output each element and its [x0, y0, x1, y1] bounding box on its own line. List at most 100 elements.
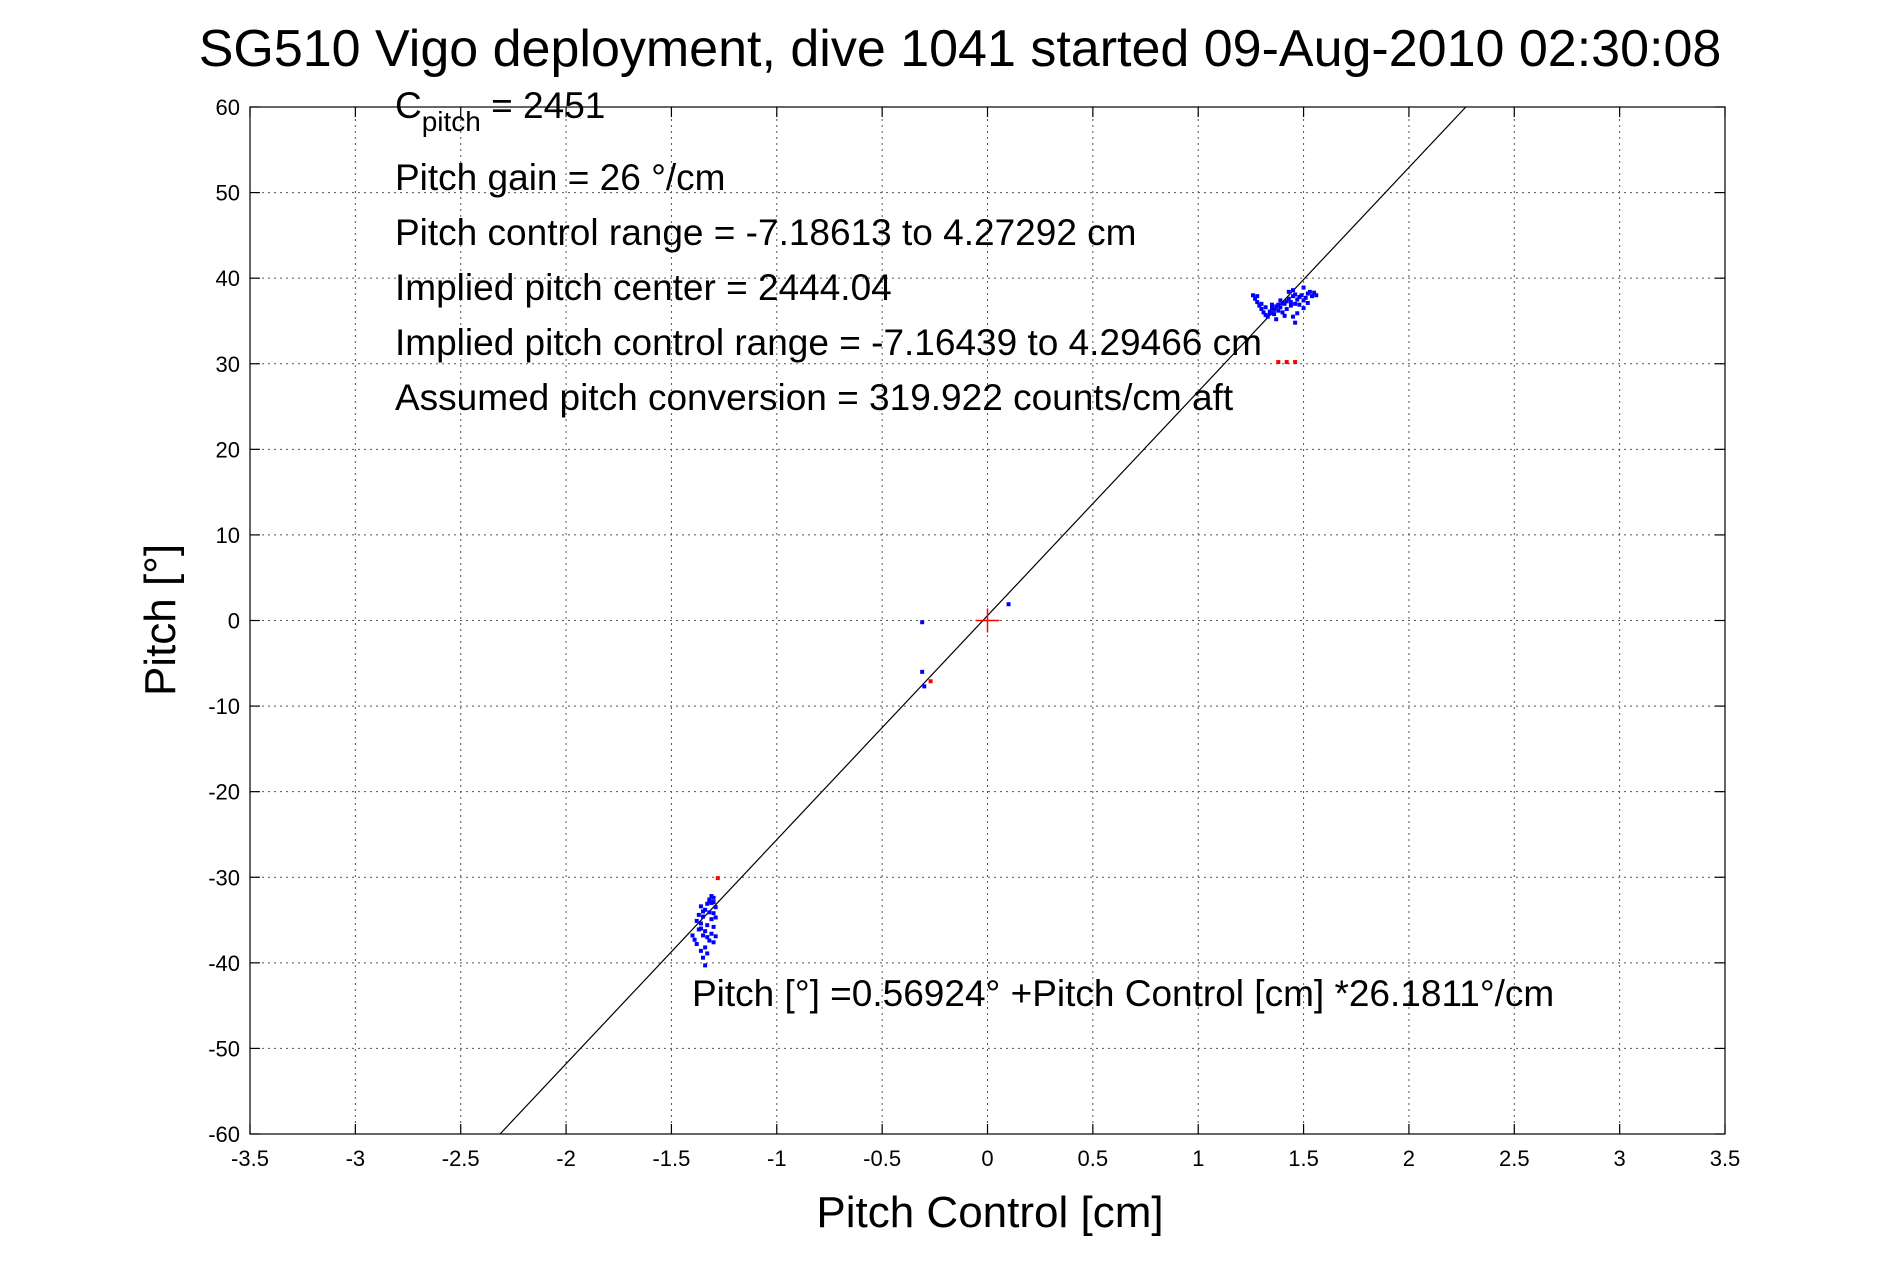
- data-point: [1263, 305, 1268, 310]
- data-point: [1295, 297, 1300, 302]
- data-point: [701, 933, 706, 938]
- data-point: [701, 955, 706, 960]
- data-point: [1284, 299, 1289, 304]
- annotation-implied-range: Implied pitch control range = -7.16439 t…: [395, 322, 1262, 363]
- data-point: [1280, 300, 1285, 305]
- data-point: [1269, 302, 1274, 307]
- y-tick-label: -60: [208, 1122, 240, 1147]
- data-point: [711, 911, 716, 916]
- data-point: [1265, 314, 1270, 319]
- annotation-cpitch-sub: pitch: [422, 106, 481, 137]
- annotation-cpitch-base: C: [395, 85, 422, 126]
- data-point: [1301, 298, 1306, 303]
- data-point: [713, 915, 718, 920]
- x-tick-label: 0.5: [1078, 1146, 1109, 1171]
- data-point: [696, 927, 701, 932]
- x-tick-label: -3: [346, 1146, 366, 1171]
- data-point: [920, 620, 925, 625]
- data-point: [1293, 292, 1298, 297]
- data-point: [1297, 302, 1302, 307]
- data-point: [703, 963, 708, 968]
- data-point: [709, 931, 714, 936]
- data-point: [1312, 290, 1317, 295]
- data-point: [1280, 310, 1285, 315]
- data-point: [1282, 301, 1287, 306]
- y-tick-label: 50: [216, 181, 240, 206]
- data-point: [1274, 304, 1279, 309]
- data-point: [698, 948, 703, 953]
- data-point: [713, 905, 718, 910]
- data-point: [1274, 317, 1279, 322]
- y-tick-label: -40: [208, 951, 240, 976]
- y-tick-label: 60: [216, 95, 240, 120]
- data-point: [715, 876, 720, 881]
- data-point: [1272, 307, 1277, 312]
- data-point: [922, 684, 927, 689]
- x-tick-label: -2: [556, 1146, 576, 1171]
- data-point: [1278, 298, 1283, 303]
- y-tick-label: -20: [208, 780, 240, 805]
- x-tick-label: -1.5: [652, 1146, 690, 1171]
- data-point: [1314, 293, 1319, 298]
- data-point: [1278, 305, 1283, 310]
- data-point: [928, 679, 933, 684]
- data-point: [1263, 312, 1268, 317]
- data-point: [1257, 303, 1262, 308]
- data-point: [709, 894, 714, 899]
- data-point: [1295, 311, 1300, 316]
- data-point: [1276, 308, 1281, 313]
- data-point: [1310, 294, 1314, 299]
- data-point: [705, 951, 710, 956]
- data-point: [701, 914, 706, 919]
- data-point: [707, 910, 712, 915]
- y-tick-label: 20: [216, 437, 240, 462]
- data-point: [1303, 295, 1308, 300]
- x-tick-label: -3.5: [231, 1146, 269, 1171]
- data-point: [1272, 312, 1277, 317]
- annotation-cpitch-value: = 2451: [481, 85, 605, 126]
- data-point: [920, 669, 925, 674]
- data-point: [692, 937, 697, 942]
- data-point: [698, 921, 703, 926]
- data-point: [1282, 313, 1287, 318]
- data-point: [1286, 296, 1291, 301]
- data-point: [1253, 296, 1258, 301]
- data-point: [1305, 300, 1310, 305]
- data-point: [1284, 306, 1289, 311]
- data-point: [705, 923, 710, 928]
- data-point: [703, 929, 708, 934]
- y-tick-label: 0: [228, 609, 240, 634]
- data-point: [698, 926, 703, 931]
- data-point: [1291, 294, 1296, 299]
- data-point: [705, 935, 710, 940]
- data-point: [694, 942, 699, 947]
- y-tick-label: 30: [216, 352, 240, 377]
- data-point: [709, 917, 714, 922]
- data-point: [696, 912, 701, 917]
- x-axis-label: Pitch Control [cm]: [816, 1188, 1163, 1237]
- data-point: [711, 924, 716, 929]
- data-point: [1269, 306, 1274, 311]
- data-point: [1284, 360, 1289, 365]
- data-point: [1307, 289, 1312, 294]
- data-point: [711, 940, 716, 945]
- data-point: [1288, 303, 1293, 308]
- y-tick-label: -30: [208, 865, 240, 890]
- data-point: [1291, 288, 1296, 293]
- data-point: [703, 907, 708, 912]
- data-point: [1255, 300, 1260, 305]
- data-point: [705, 901, 710, 906]
- data-point: [1006, 602, 1011, 607]
- fit-equation: Pitch [°] =0.56924° +Pitch Control [cm] …: [692, 973, 1554, 1014]
- x-tick-label: 1.5: [1288, 1146, 1319, 1171]
- data-point: [713, 934, 718, 939]
- data-point: [709, 900, 714, 905]
- center-marker: [975, 608, 1000, 633]
- annotation-cpitch: Cpitch = 2451: [395, 85, 605, 137]
- annotation-conversion: Assumed pitch conversion = 319.922 count…: [395, 377, 1234, 418]
- annotation-control-range: Pitch control range = -7.18613 to 4.2729…: [395, 212, 1137, 253]
- data-point: [1267, 311, 1272, 316]
- data-point: [694, 918, 699, 923]
- y-tick-label: -10: [208, 694, 240, 719]
